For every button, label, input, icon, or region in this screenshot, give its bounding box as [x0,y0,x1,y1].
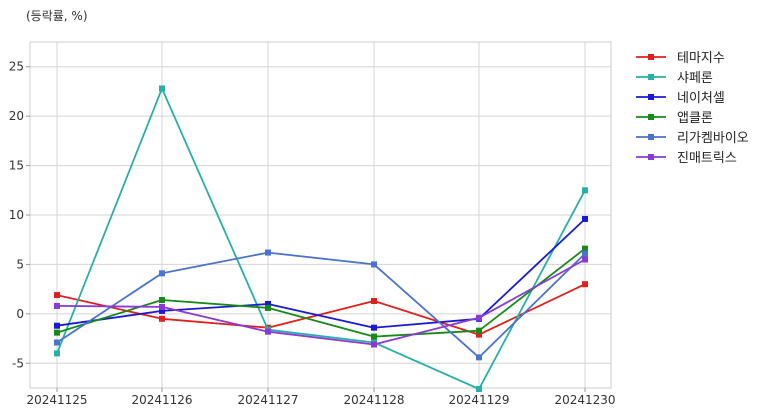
legend-item: 리가켐바이오 [636,131,749,146]
legend-marker [648,154,654,160]
y-tick-label: -5 [12,356,24,370]
series-리가켐바이오 [54,249,588,361]
y-tick-label: 15 [9,159,24,173]
legend-marker [648,94,654,100]
data-point [159,270,165,277]
x-tick-label: 20241129 [448,393,509,407]
legend-item: 앱클론 [636,111,713,126]
data-point [371,298,377,305]
data-point [371,261,377,268]
data-point [159,303,165,310]
legend-label: 샤페론 [677,71,713,86]
series-line [56,258,586,346]
y-tick-label: 0 [16,307,24,321]
legend-marker [648,74,654,80]
series-line [56,218,586,329]
data-point [265,328,271,335]
series-line [56,251,586,359]
data-point [476,354,482,361]
x-tick-label: 20241230 [554,393,615,407]
series-line [56,283,586,336]
y-tick-label: 10 [9,208,24,222]
legend-label: 앱클론 [677,111,713,126]
data-point [371,341,377,348]
x-tick-label: 20241128 [343,393,404,407]
data-point [371,333,377,340]
series-샤페론 [54,85,588,392]
data-point [265,300,271,307]
y-tick-label: 20 [9,109,24,123]
legend-item: 진매트릭스 [636,151,737,166]
legend-label: 테마지수 [677,51,725,66]
data-point [476,331,482,338]
y-axis-unit-label: (등락률, %) [26,9,88,23]
legend-marker [648,54,654,60]
x-tick-label: 20241126 [131,393,192,407]
series-line [56,87,586,390]
data-point [582,245,588,252]
legend-item: 테마지수 [636,51,725,66]
data-point [54,322,60,329]
legend-marker [648,134,654,140]
series-lines [54,85,588,392]
x-tick-label: 20241127 [237,393,298,407]
legend-label: 진매트릭스 [677,151,737,166]
axes: -5 0 5 10 15 20 25 20241125 20241126 20241127 2024… [9,60,616,407]
legend-label: 네이처셀 [677,91,725,106]
legend-item: 샤페론 [636,71,713,86]
legend-marker [648,114,654,120]
data-point [159,307,165,314]
legend-item: 네이처셀 [636,91,725,106]
data-point [476,314,482,321]
x-tick-label: 20241125 [26,393,87,407]
data-point [159,85,165,92]
series-line [56,247,586,338]
data-point [582,250,588,257]
data-point [159,297,165,304]
data-point [582,215,588,222]
y-tick-label: 5 [16,257,24,271]
data-point [54,329,60,336]
data-point [54,302,60,309]
data-point [159,315,165,322]
data-point [54,339,60,346]
series-진매트릭스 [54,256,588,348]
data-point [476,385,482,392]
series-앱클론 [54,245,588,340]
data-point [582,281,588,288]
y-tick-label: 25 [9,60,24,74]
data-point [54,292,60,299]
legend-label: 리가켐바이오 [677,131,749,146]
data-point [371,324,377,331]
data-point [582,187,588,194]
data-point [265,249,271,256]
data-point [582,256,588,263]
data-point [476,327,482,334]
data-point [54,350,60,357]
data-point [265,304,271,311]
